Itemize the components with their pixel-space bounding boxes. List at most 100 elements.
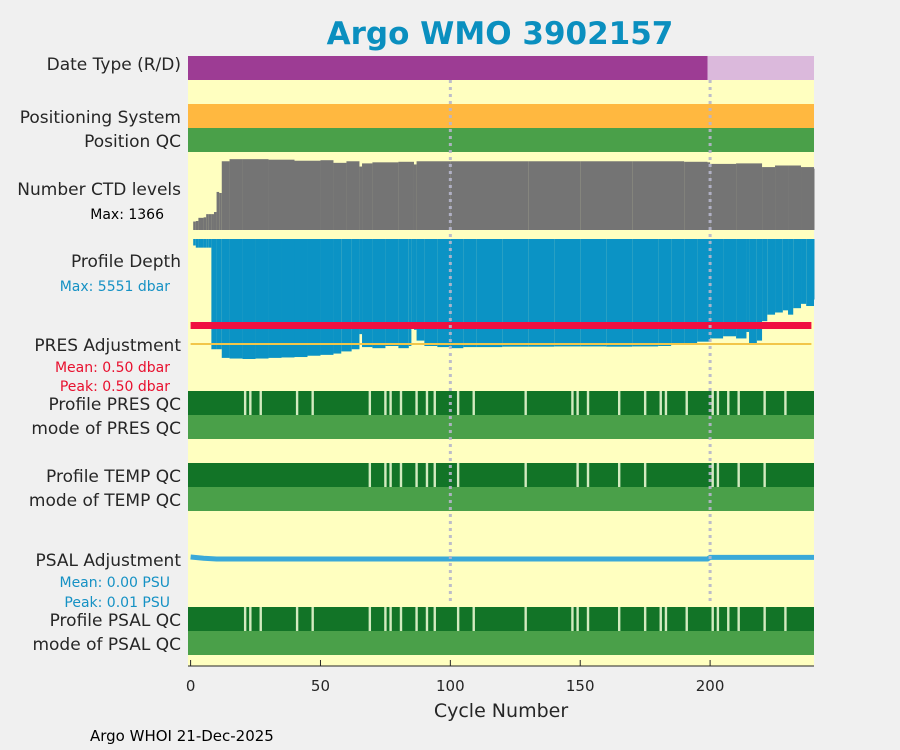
ctd-levels-bar [762,167,776,230]
profile-psal-qc-flag [249,607,252,631]
profile-psal-qc-flag [524,607,527,631]
profile-pres-qc-flag [311,391,314,415]
profile-pres-qc-flag [415,391,418,415]
profile-pres-qc-flag [586,391,590,415]
ctd-levels-bar [801,167,814,230]
ctd-levels-bar [294,160,321,230]
profile-depth-bar [206,239,209,248]
ctd-levels-bar [632,161,685,230]
ctd-levels-max: Max: 1366 [90,207,164,223]
profile-pres-qc-flag [368,391,372,415]
profile-temp-qc-flag [617,463,621,487]
profile-pres-qc-flag [617,391,621,415]
profile-temp-qc-flag [643,463,647,487]
profile-depth-bar [411,239,414,323]
profile-temp-qc-flag [389,463,392,487]
position-qc-bar [188,128,814,152]
profile-depth-bar [502,239,529,347]
profile-temp-qc-flag [384,463,387,487]
x-tick-label: 200 [696,677,725,695]
profile-psal-qc-flag [643,607,647,631]
profile-psal-qc-flag [576,607,579,631]
profile-depth-bar [756,239,763,341]
label-profile-depth: Profile Depth [71,252,181,272]
profile-pres-qc-flag [472,391,475,415]
profile-depth-bar [775,239,783,313]
label-ctd-levels: Number CTD levels [17,180,181,200]
ctd-levels-bar [242,159,269,230]
date-type-realtime-segment [188,56,708,80]
profile-pres-qc-flag [576,391,579,415]
profile-temp-qc-flag [524,463,527,487]
profile-depth-bar [606,239,633,347]
profile-depth-bar [341,239,352,352]
profile-depth-bar [697,239,711,342]
ctd-levels-bar [200,217,204,230]
profile-depth-bar [203,239,207,248]
profile-pres-qc-flag [456,391,460,415]
ctd-levels-bar [211,214,214,230]
profile-depth-bar [767,239,776,315]
profile-depth-bar [200,239,204,248]
profile-depth-bar [320,239,334,355]
x-tick-label: 0 [186,677,196,695]
profile-depth-bar [362,239,373,348]
ctd-levels-bar [528,161,581,230]
profile-pres-qc-flag [524,391,527,415]
x-axis-label: Cycle Number [434,700,568,722]
label-profile-temp-qc: Profile TEMP QC [46,467,181,487]
profile-psal-qc-flag [571,607,574,631]
profile-depth-bar [528,239,555,347]
ctd-levels-bar [416,161,451,230]
profile-pres-qc-flag [384,391,387,415]
profile-depth-bar [580,239,607,347]
profile-pres-qc-flag [249,391,252,415]
profile-psal-qc-flag [456,607,460,631]
ctd-levels-bar [213,212,217,230]
profile-pres-qc-flag [643,391,647,415]
profile-depth-bar [195,239,199,248]
pres-adjustment-bar [190,322,812,329]
profile-psal-qc-flag [259,607,262,631]
ctd-levels-bar [333,162,347,230]
profile-depth-bar [408,239,412,347]
ctd-levels-bar [788,165,802,230]
profile-psal-qc-flag [433,607,436,631]
ctd-levels-bar [193,221,196,230]
positioning-system-bar [188,104,814,128]
data-layer [188,56,815,655]
profile-psal-qc-flag [425,607,429,631]
profile-depth-bar [424,239,438,347]
profile-depth-bar [372,239,386,349]
profile-depth-bar [198,239,201,248]
profile-psal-qc-flag [737,607,740,631]
profile-depth-bar [416,239,425,341]
profile-pres-qc-flag [295,391,299,415]
profile-depth-bar [437,239,451,348]
profile-depth-bar [671,239,685,345]
ctd-levels-bar [450,161,529,230]
profile-temp-qc-flag [433,463,436,487]
profile-depth-bar [632,239,659,347]
footer-credit: Argo WHOI 21-Dec-2025 [90,727,274,745]
ctd-levels-bar [736,163,763,230]
profile-psal-qc-flag [659,607,662,631]
profile-depth-bar [193,239,196,246]
profile-depth-bar [216,239,222,350]
ctd-levels-bar [219,192,222,230]
label-psal-adjustment: PSAL Adjustment [36,551,182,571]
psal-adjustment-line [190,554,814,562]
profile-temp-qc-flag [368,463,372,487]
pres-adjustment-peak: Peak: 0.50 dbar [60,379,170,395]
x-tick-label: 50 [311,677,330,695]
ctd-levels-bar [229,159,243,230]
profile-psal-qc-flag [311,607,314,631]
profile-psal-qc-flag [716,607,720,631]
profile-temp-qc-flag [586,463,590,487]
ctd-levels-bar [359,166,363,230]
profile-psal-qc-flag [295,607,299,631]
label-positioning-system: Positioning System [20,108,181,128]
profile-depth-bar [351,239,360,350]
ctd-levels-bar [195,221,199,230]
